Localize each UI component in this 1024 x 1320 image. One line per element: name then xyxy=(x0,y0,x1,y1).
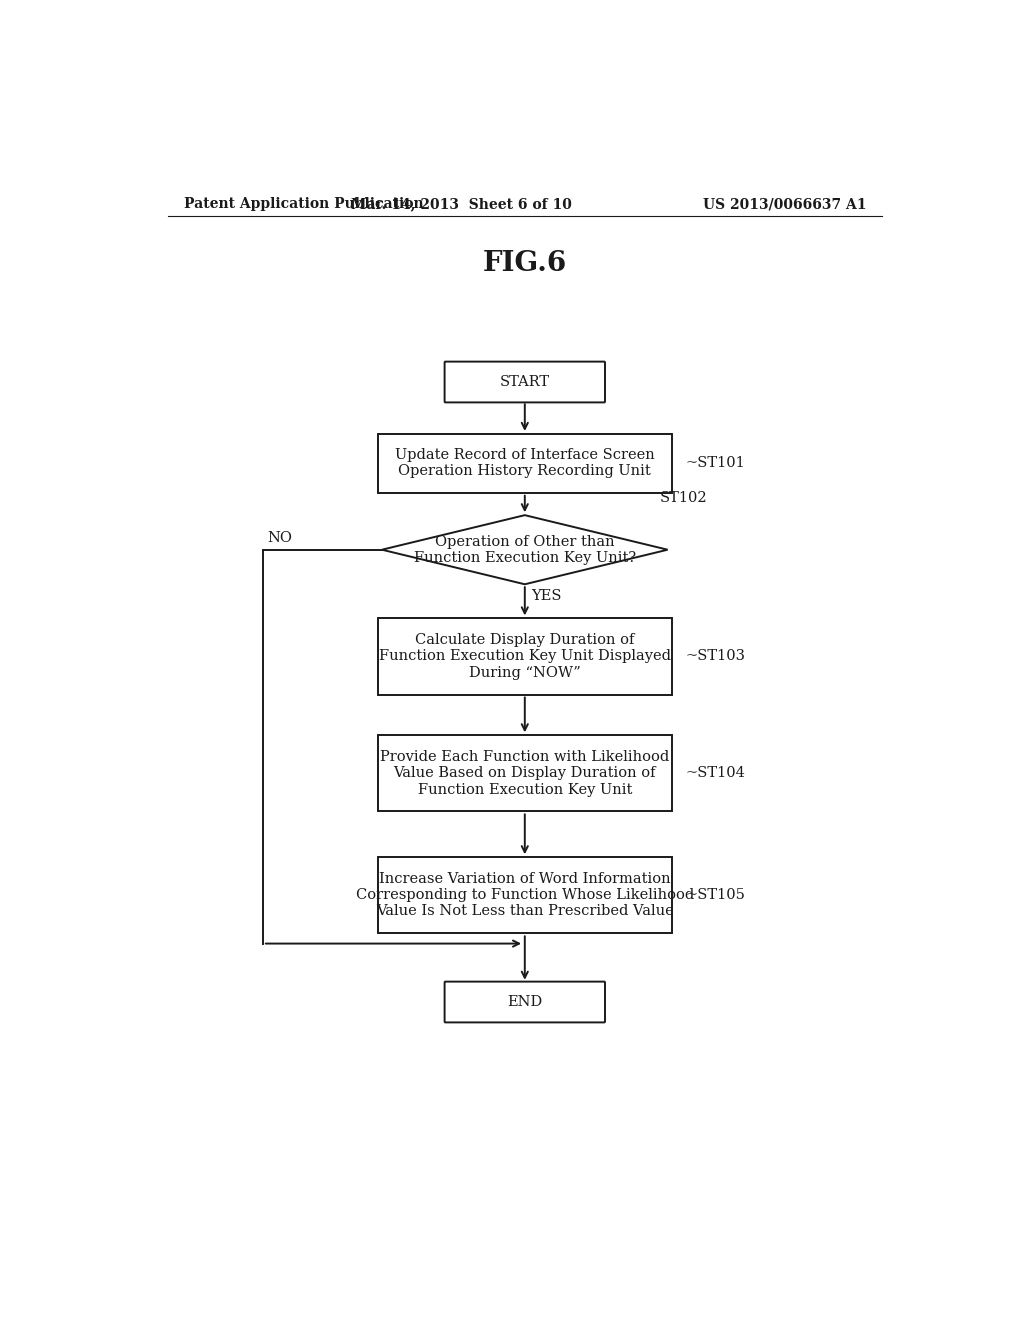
Text: ~ST101: ~ST101 xyxy=(686,457,745,470)
Text: ~ST105: ~ST105 xyxy=(686,888,745,903)
Text: NO: NO xyxy=(267,531,292,545)
Text: Operation of Other than
Function Execution Key Unit?: Operation of Other than Function Executi… xyxy=(414,535,636,565)
Text: Provide Each Function with Likelihood
Value Based on Display Duration of
Functio: Provide Each Function with Likelihood Va… xyxy=(380,750,670,796)
Text: Calculate Display Duration of
Function Execution Key Unit Displayed
During “NOW”: Calculate Display Duration of Function E… xyxy=(379,634,671,680)
Text: YES: YES xyxy=(531,589,561,603)
Bar xyxy=(378,618,672,694)
FancyBboxPatch shape xyxy=(444,982,605,1023)
Text: Update Record of Interface Screen
Operation History Recording Unit: Update Record of Interface Screen Operat… xyxy=(395,449,654,478)
Bar xyxy=(378,857,672,933)
Bar xyxy=(378,434,672,492)
Text: FIG.6: FIG.6 xyxy=(482,249,567,277)
Text: ~ST104: ~ST104 xyxy=(686,767,745,780)
Polygon shape xyxy=(382,515,668,585)
Bar xyxy=(378,735,672,812)
Text: END: END xyxy=(507,995,543,1008)
Text: ST102: ST102 xyxy=(659,491,708,506)
Text: ~ST103: ~ST103 xyxy=(686,649,745,664)
Text: START: START xyxy=(500,375,550,389)
Text: US 2013/0066637 A1: US 2013/0066637 A1 xyxy=(702,197,866,211)
Text: Mar. 14, 2013  Sheet 6 of 10: Mar. 14, 2013 Sheet 6 of 10 xyxy=(351,197,571,211)
Text: Increase Variation of Word Information
Corresponding to Function Whose Likelihoo: Increase Variation of Word Information C… xyxy=(355,873,694,919)
FancyBboxPatch shape xyxy=(444,362,605,403)
Text: Patent Application Publication: Patent Application Publication xyxy=(183,197,423,211)
